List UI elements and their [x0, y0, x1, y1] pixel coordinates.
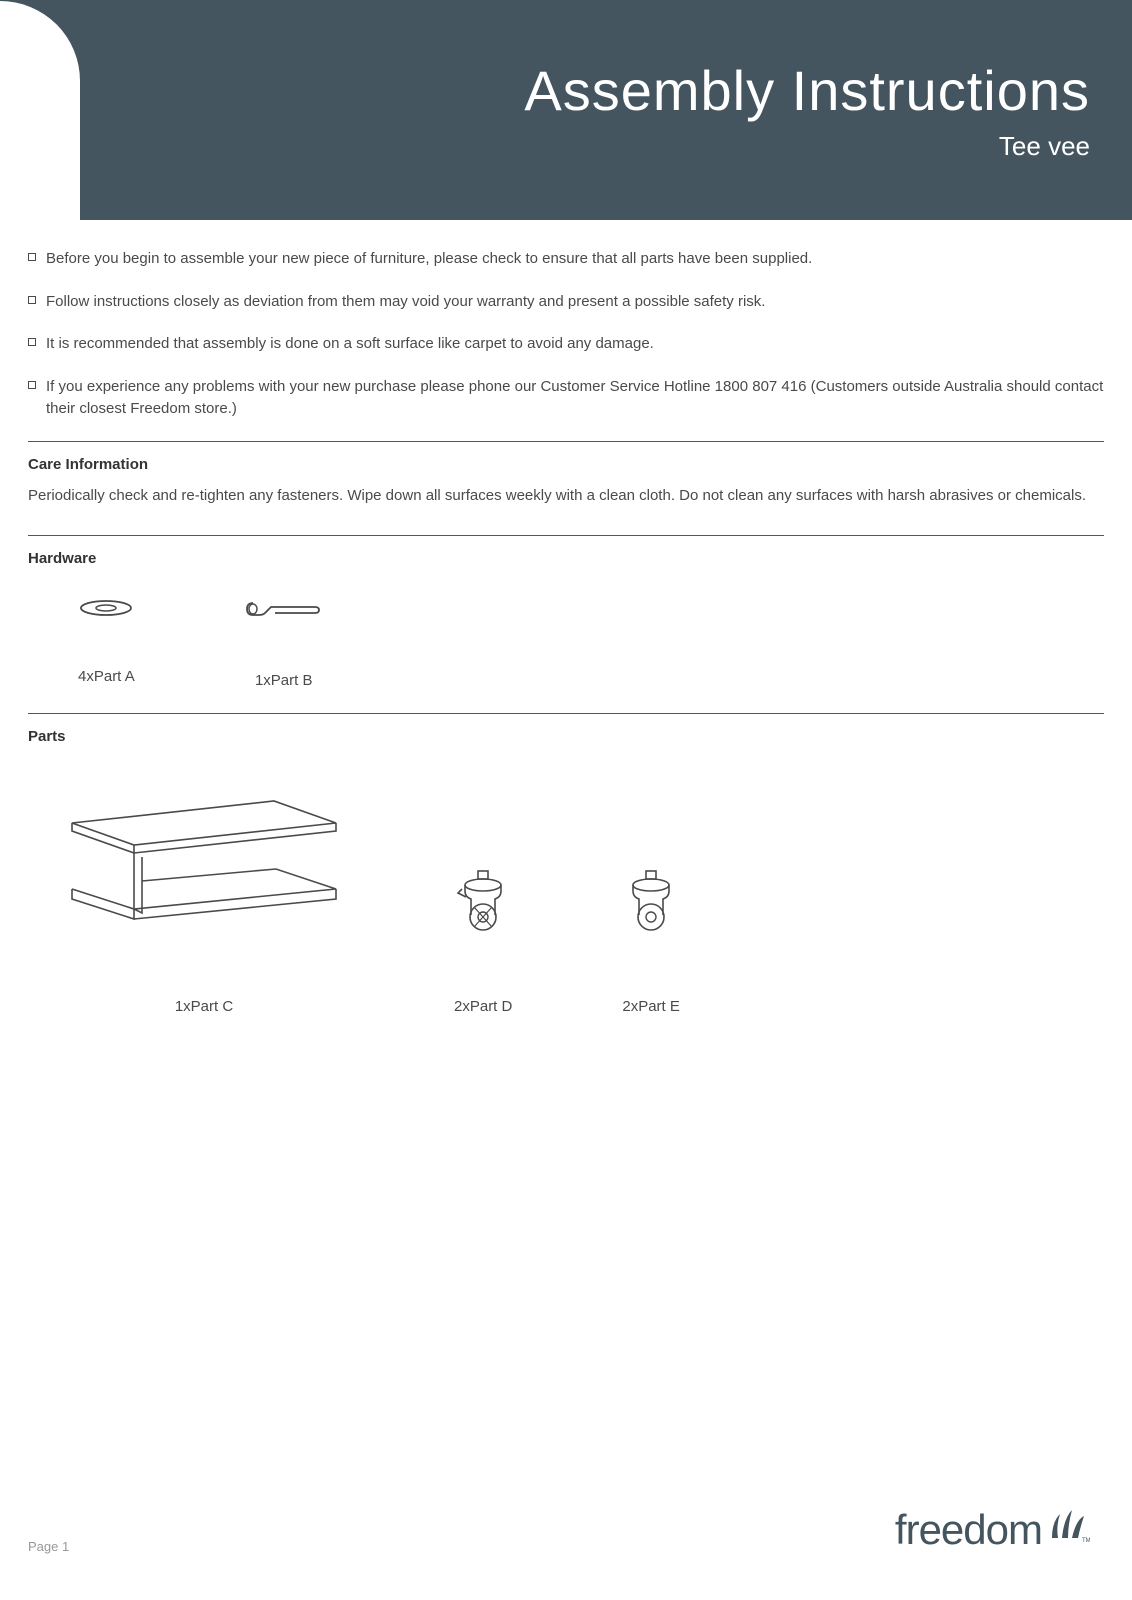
intro-item: Follow instructions closely as deviation… [28, 291, 1104, 314]
product-name: Tee vee [999, 131, 1090, 162]
page-title: Assembly Instructions [524, 58, 1090, 123]
hardware-heading: Hardware [28, 550, 1104, 567]
care-heading: Care Information [28, 456, 1104, 473]
intro-item: If you experience any problems with your… [28, 376, 1104, 421]
part-label: 2xPart D [454, 998, 512, 1015]
part-item: 1xPart C [64, 793, 344, 1015]
hardware-item: 1xPart B [245, 599, 323, 689]
hardware-row: 4xPart A 1xPart B [28, 579, 1104, 705]
square-bullet-icon [28, 381, 36, 389]
divider [28, 713, 1104, 714]
divider [28, 441, 1104, 442]
intro-text: It is recommended that assembly is done … [46, 333, 654, 356]
intro-item: It is recommended that assembly is done … [28, 333, 1104, 356]
part-label: 2xPart E [622, 998, 680, 1015]
page-number: Page 1 [28, 1539, 69, 1554]
shelf-unit-icon [64, 793, 344, 938]
parts-row: 1xPart C 2xPart D [28, 757, 1104, 1015]
footer: Page 1 freedom TM [28, 1504, 1090, 1554]
header-corner-curve [0, 1, 80, 221]
part-label: 1xPart C [175, 998, 233, 1015]
svg-text:TM: TM [1082, 1538, 1090, 1544]
caster-icon [624, 869, 678, 938]
freedom-logo: freedom TM [895, 1504, 1090, 1554]
care-text: Periodically check and re-tighten any fa… [28, 485, 1104, 508]
logo-mark-icon: TM [1046, 1504, 1090, 1549]
header-banner: Assembly Instructions Tee vee [0, 0, 1132, 220]
divider [28, 535, 1104, 536]
intro-text: Follow instructions closely as deviation… [46, 291, 765, 314]
content-area: Before you begin to assemble your new pi… [0, 220, 1132, 1015]
washer-icon [79, 599, 133, 622]
part-item: 2xPart D [454, 869, 512, 1015]
intro-text: Before you begin to assemble your new pi… [46, 248, 812, 271]
hardware-label: 1xPart B [255, 672, 313, 689]
hardware-item: 4xPart A [78, 599, 135, 689]
allen-key-icon [245, 599, 323, 626]
intro-text: If you experience any problems with your… [46, 376, 1104, 421]
square-bullet-icon [28, 253, 36, 261]
square-bullet-icon [28, 296, 36, 304]
part-item: 2xPart E [622, 869, 680, 1015]
logo-text: freedom [895, 1506, 1042, 1554]
intro-list: Before you begin to assemble your new pi… [28, 248, 1104, 421]
hardware-label: 4xPart A [78, 668, 135, 685]
caster-lock-icon [456, 869, 510, 938]
intro-item: Before you begin to assemble your new pi… [28, 248, 1104, 271]
parts-heading: Parts [28, 728, 1104, 745]
square-bullet-icon [28, 338, 36, 346]
